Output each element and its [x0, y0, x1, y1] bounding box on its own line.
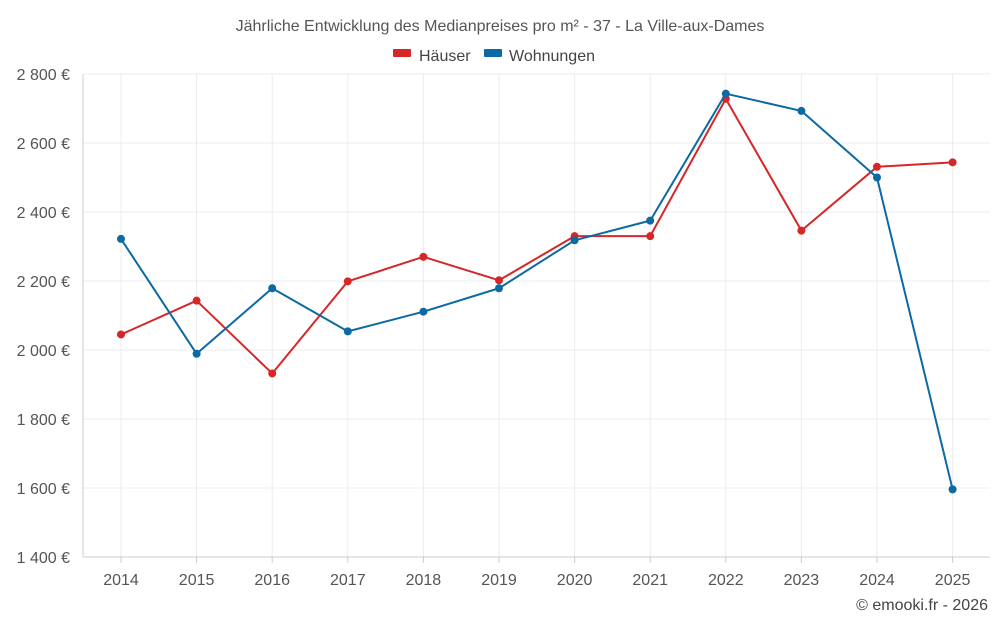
x-tick-label: 2023	[784, 572, 820, 589]
data-point-wohnungen-2015[interactable]	[192, 349, 201, 358]
x-tick-label: 2018	[406, 572, 442, 589]
data-point-haeuser-2016[interactable]	[268, 369, 277, 378]
x-axis-ticks: 2014 2015 2016 2017 2018 2019 2020 2021 2022 2023…	[103, 572, 970, 589]
x-tick-label: 2015	[179, 572, 215, 589]
data-point-wohnungen-2018[interactable]	[419, 307, 428, 316]
series-line-wohnungen	[120, 92, 954, 490]
y-tick-label: 1 600 €	[17, 481, 70, 498]
x-tick-label: 2024	[859, 572, 895, 589]
data-point-wohnungen-2022[interactable]	[721, 89, 730, 98]
x-tick-label: 2022	[708, 572, 744, 589]
y-axis-ticks: 1 400 € 1 600 € 1 800 € 2 000 € 2 200 € 2 400…	[17, 67, 70, 567]
x-tick-label: 2016	[254, 572, 290, 589]
x-tick-label: 2017	[330, 572, 366, 589]
data-point-haeuser-2018[interactable]	[419, 252, 428, 261]
legend-label-haeuser: Häuser	[419, 48, 471, 65]
data-point-haeuser-2024[interactable]	[873, 162, 881, 171]
y-tick-label: 2 800 €	[17, 67, 70, 84]
data-point-wohnungen-2016[interactable]	[268, 284, 277, 293]
data-point-haeuser-2017[interactable]	[343, 277, 352, 286]
y-tick-label: 2 000 €	[17, 343, 70, 360]
data-point-haeuser-2019[interactable]	[495, 276, 503, 285]
legend-swatch-haeuser	[393, 49, 411, 57]
data-point-haeuser-2014[interactable]	[117, 330, 125, 339]
data-point-wohnungen-2014[interactable]	[117, 234, 125, 243]
chart-title: Jährliche Entwicklung des Medianpreises …	[236, 18, 765, 35]
legend-swatch-wohnungen	[484, 49, 502, 57]
legend-item-haeuser[interactable]: Häuser	[393, 48, 471, 65]
data-point-wohnungen-2019[interactable]	[495, 284, 503, 293]
series-line-haeuser	[120, 97, 953, 375]
data-point-haeuser-2025[interactable]	[948, 158, 957, 167]
series-wohnungen	[117, 89, 957, 494]
y-tick-label: 1 800 €	[17, 412, 70, 429]
gridlines	[83, 73, 990, 557]
x-tick-label: 2014	[103, 572, 139, 589]
data-point-haeuser-2023[interactable]	[797, 226, 806, 235]
data-point-wohnungen-2024[interactable]	[873, 173, 881, 182]
x-tick-label: 2020	[557, 572, 593, 589]
x-tick-label: 2021	[632, 572, 668, 589]
data-point-wohnungen-2021[interactable]	[646, 216, 655, 225]
data-point-wohnungen-2017[interactable]	[343, 327, 352, 336]
x-tick-label: 2019	[481, 572, 517, 589]
y-tick-label: 2 200 €	[17, 274, 70, 291]
y-tick-label: 2 600 €	[17, 136, 70, 153]
y-tick-label: 1 400 €	[17, 550, 70, 567]
y-tick-label: 2 400 €	[17, 205, 70, 222]
series-haeuser	[117, 94, 957, 378]
data-point-wohnungen-2020[interactable]	[570, 236, 579, 245]
x-tick-label: 2025	[935, 572, 971, 589]
legend-label-wohnungen: Wohnungen	[509, 48, 595, 65]
data-point-wohnungen-2023[interactable]	[797, 106, 806, 115]
legend-item-wohnungen[interactable]: Wohnungen	[484, 48, 595, 65]
data-point-haeuser-2021[interactable]	[646, 232, 655, 241]
data-point-haeuser-2015[interactable]	[192, 296, 201, 305]
legend: Häuser Wohnungen	[393, 48, 595, 65]
credit-text: © emooki.fr - 2026	[856, 597, 988, 614]
axes	[82, 74, 990, 563]
series	[117, 89, 957, 494]
data-point-wohnungen-2025[interactable]	[948, 485, 957, 494]
